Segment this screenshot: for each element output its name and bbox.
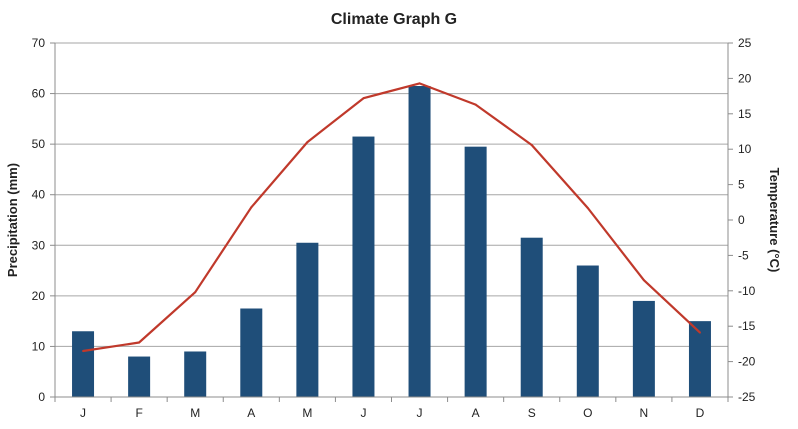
right-tick-label: -10: [738, 284, 756, 298]
temperature-point: [250, 206, 253, 209]
right-tick-label: 20: [738, 71, 752, 85]
left-tick-label: 30: [32, 238, 46, 252]
right-tick-label: 0: [738, 213, 745, 227]
gridlines: [55, 42, 728, 398]
temperature-point: [418, 82, 421, 85]
temperature-point: [194, 291, 197, 294]
y2-axis-label: Temperature (°C): [767, 168, 782, 273]
right-tick-label: -20: [738, 355, 756, 369]
x-tick-label: J: [417, 406, 423, 420]
left-tick-label: 10: [32, 339, 46, 353]
x-tick-label: O: [583, 406, 592, 420]
temperature-line: [82, 82, 701, 353]
precipitation-bar: [520, 237, 543, 397]
left-tick-label: 60: [32, 87, 46, 101]
precipitation-bar: [240, 308, 263, 397]
left-axis-ticks: 0 10 20 30 40 50 60 70: [32, 36, 55, 404]
precipitation-bar: [408, 85, 431, 397]
precipitation-bars: [72, 85, 711, 398]
right-tick-label: -25: [738, 390, 756, 404]
x-tick-label: J: [360, 406, 366, 420]
temperature-series-line: [82, 82, 701, 353]
temperature-point: [306, 141, 309, 144]
right-axis-ticks: 25 20 15 10 5 0 -5 -10 -15 -20 -25: [728, 36, 756, 404]
precipitation-bar: [72, 331, 95, 397]
temperature-point: [642, 279, 645, 282]
axes: [54, 43, 729, 402]
temperature-point: [138, 341, 141, 344]
x-tick-label: A: [472, 406, 480, 420]
left-tick-label: 50: [32, 137, 46, 151]
chart-title: Climate Graph G: [331, 11, 457, 28]
x-tick-label: J: [80, 406, 86, 420]
temperature-point: [698, 331, 701, 334]
x-tick-label: D: [696, 406, 705, 420]
y-axis-label: Precipitation (mm): [5, 163, 20, 277]
precipitation-bar: [296, 242, 319, 397]
x-tick-label: M: [190, 406, 200, 420]
right-tick-label: 10: [738, 142, 752, 156]
left-tick-label: 70: [32, 36, 46, 50]
right-tick-label: -15: [738, 319, 756, 333]
right-tick-label: -5: [738, 248, 749, 262]
right-tick-label: 25: [738, 36, 752, 50]
precipitation-bar: [184, 351, 207, 397]
precipitation-bar: [464, 146, 487, 397]
x-tick-label: S: [528, 406, 536, 420]
temperature-point: [362, 97, 365, 100]
right-tick-label: 5: [738, 178, 745, 192]
x-tick-label: N: [640, 406, 649, 420]
temperature-point: [586, 206, 589, 209]
temperature-point: [474, 103, 477, 106]
precipitation-bar: [128, 356, 151, 397]
left-tick-label: 40: [32, 188, 46, 202]
temperature-point: [530, 143, 533, 146]
precipitation-bar: [632, 300, 655, 397]
x-tick-label: A: [247, 406, 255, 420]
left-tick-label: 20: [32, 289, 46, 303]
precipitation-bar: [576, 265, 599, 397]
x-tick-label: M: [302, 406, 312, 420]
precipitation-bar: [688, 321, 711, 397]
left-tick-label: 0: [38, 390, 45, 404]
temperature-point: [82, 349, 85, 352]
x-tick-label: F: [135, 406, 142, 420]
precipitation-bar: [352, 136, 375, 398]
right-tick-label: 15: [738, 107, 752, 121]
